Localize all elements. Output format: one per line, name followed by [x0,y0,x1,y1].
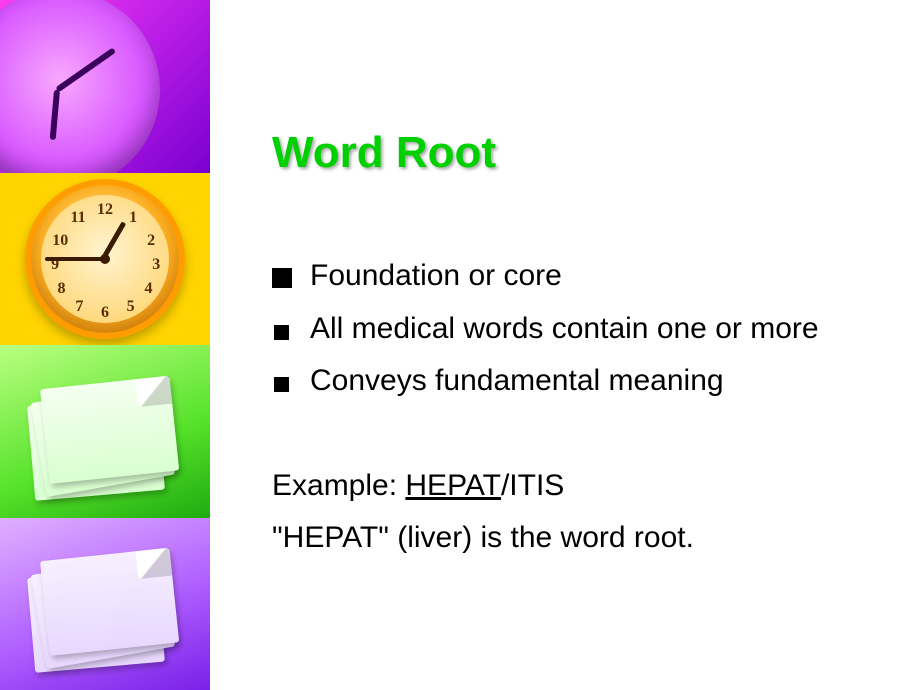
clock-number: 8 [57,280,65,298]
sidebar-tile-paper-purple [0,518,210,690]
paper-stack-icon [23,375,187,505]
decorative-sidebar: 12 1 2 3 4 5 6 7 8 9 10 11 [0,0,210,690]
clock-number: 11 [71,209,86,227]
clock-number: 1 [129,209,137,227]
clock-icon: 12 1 2 3 4 5 6 7 8 9 10 11 [25,179,185,339]
bullet-marker-icon [274,325,289,340]
sidebar-tile-clock-magenta [0,0,210,173]
example-block: Example: HEPAT/ITIS "HEPAT" (liver) is t… [272,460,920,565]
example-explanation: "HEPAT" (liver) is the word root. [272,512,920,565]
clock-minute-hand [45,257,103,261]
slide-title: Word Root [272,128,920,178]
clock-number: 4 [145,280,153,298]
clock-number: 6 [101,304,109,322]
clock-icon [0,0,160,173]
bullet-text: Foundation or core [310,250,562,303]
clock-number: 3 [152,256,160,274]
sidebar-tile-paper-green [0,345,210,518]
list-item: Foundation or core [272,250,920,303]
bullet-text: All medical words contain one or more [310,303,819,356]
clock-number: 12 [97,201,113,219]
bullet-list: Foundation or core All medical words con… [272,250,920,408]
clock-face: 12 1 2 3 4 5 6 7 8 9 10 11 [41,195,169,323]
example-suffix: /ITIS [501,469,564,502]
paper-sheet [40,376,179,484]
slide: 12 1 2 3 4 5 6 7 8 9 10 11 [0,0,920,690]
clock-number: 10 [52,232,68,250]
paper-sheet [40,548,179,656]
bullet-marker-icon [272,268,292,288]
paper-stack-icon [23,547,187,677]
clock-center-pin [100,254,110,264]
list-item: Conveys fundamental meaning [272,355,920,408]
clock-number: 5 [127,298,135,316]
example-root-underlined: HEPAT [405,469,501,502]
sidebar-tile-clock-yellow: 12 1 2 3 4 5 6 7 8 9 10 11 [0,173,210,346]
clock-number: 7 [75,298,83,316]
bullet-marker-icon [274,377,289,392]
example-line: Example: HEPAT/ITIS [272,460,920,513]
clock-number: 2 [147,232,155,250]
list-item: All medical words contain one or more [272,303,920,356]
bullet-text: Conveys fundamental meaning [310,355,724,408]
slide-content: Word Root Foundation or core All medical… [210,0,920,690]
example-label: Example: [272,469,405,502]
